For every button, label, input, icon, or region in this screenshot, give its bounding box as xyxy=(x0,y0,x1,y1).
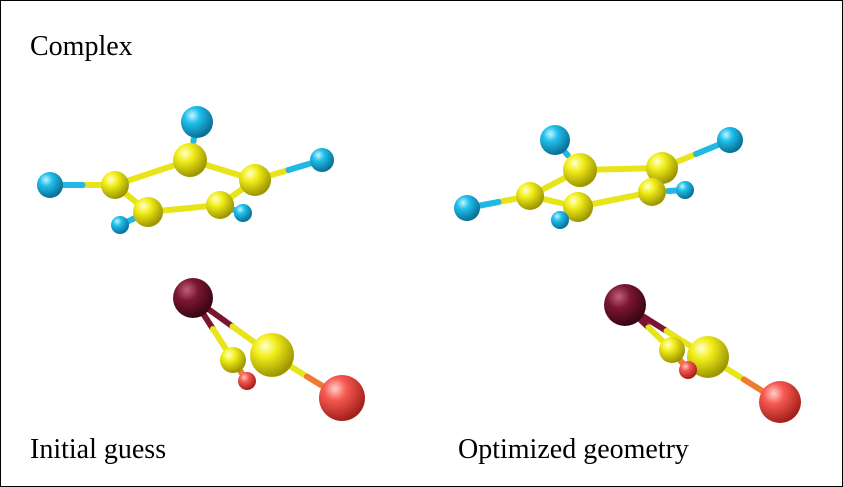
atom xyxy=(551,211,569,229)
atom xyxy=(250,333,294,377)
atom xyxy=(659,337,685,363)
atom xyxy=(638,178,666,206)
panel-label: Initial guess xyxy=(30,434,166,465)
atom xyxy=(604,284,646,326)
atom xyxy=(234,204,252,222)
figure: Complex Initial guess Optimized geometry xyxy=(0,0,843,487)
frame xyxy=(1,1,843,487)
atom xyxy=(563,153,597,187)
atom xyxy=(676,181,694,199)
page: {"title": "Complex", "panels": [{"label"… xyxy=(0,0,843,487)
atom xyxy=(239,164,271,196)
atom xyxy=(133,197,163,227)
figure-title: Complex xyxy=(30,31,133,62)
atom xyxy=(173,143,207,177)
panel-label: Optimized geometry xyxy=(458,434,689,465)
atom xyxy=(454,195,480,221)
atom xyxy=(101,171,129,199)
atom xyxy=(173,278,213,318)
atom xyxy=(516,182,544,210)
atom xyxy=(206,191,234,219)
atom xyxy=(181,106,213,138)
atom xyxy=(37,172,63,198)
atom xyxy=(319,375,365,421)
atom xyxy=(759,381,801,423)
atom xyxy=(540,125,570,155)
atom xyxy=(717,127,743,153)
atom xyxy=(310,148,334,172)
atom xyxy=(238,372,256,390)
atom xyxy=(111,216,129,234)
atom xyxy=(679,361,697,379)
atom xyxy=(220,347,246,373)
